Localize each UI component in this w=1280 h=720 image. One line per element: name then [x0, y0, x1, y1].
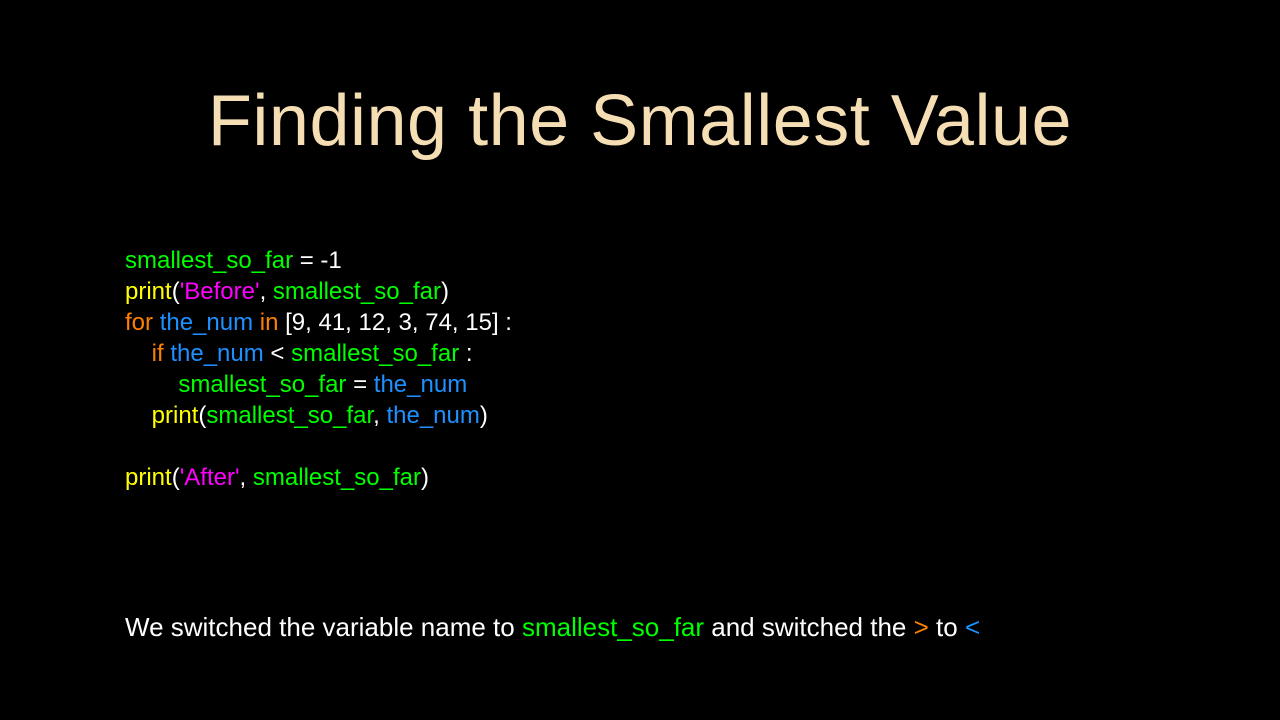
code-token: the_num [170, 340, 263, 367]
code-token [125, 340, 152, 367]
code-token: ( [172, 464, 180, 491]
code-token: ) [441, 278, 449, 305]
caption-var: smallest_so_far [522, 612, 704, 642]
slide: Finding the Smallest Value smallest_so_f… [0, 0, 1280, 720]
code-token: ) [480, 402, 488, 429]
code-line-7: print('After', smallest_so_far) [125, 464, 429, 491]
code-token [253, 309, 260, 336]
code-token: , [260, 278, 273, 305]
code-token: smallest_so_far [253, 464, 421, 491]
caption-text: and switched the [704, 612, 914, 642]
caption-text: We switched the variable name to [125, 612, 522, 642]
code-token: smallest_so_far [206, 402, 373, 429]
code-token [153, 309, 160, 336]
code-token: ) [421, 464, 429, 491]
code-token: print [125, 464, 172, 491]
caption-text: to [929, 612, 965, 642]
code-token: , [240, 464, 253, 491]
slide-title: Finding the Smallest Value [0, 80, 1280, 162]
code-token: < [264, 340, 291, 367]
code-token: print [152, 402, 199, 429]
code-token: in [260, 309, 279, 336]
code-token: smallest_so_far [273, 278, 441, 305]
code-token: [9, 41, 12, 3, 74, 15] [285, 309, 499, 336]
code-token: the_num [160, 309, 253, 336]
code-line-2: print('Before', smallest_so_far) [125, 278, 449, 305]
code-token: print [125, 278, 172, 305]
code-line-5: smallest_so_far = the_num [125, 371, 467, 398]
code-token: 'Before' [180, 278, 260, 305]
code-token: : [459, 340, 472, 367]
caption-gt: > [914, 612, 929, 642]
code-token [125, 402, 152, 429]
code-token: smallest_so_far [178, 371, 346, 398]
code-line-6: print(smallest_so_far, the_num) [125, 402, 488, 429]
code-token: if [152, 340, 164, 367]
code-token [125, 371, 178, 398]
caption-lt: < [965, 612, 980, 642]
code-block: smallest_so_far = -1 print('Before', sma… [125, 245, 512, 493]
code-token: 'After' [180, 464, 240, 491]
code-token: ( [172, 278, 180, 305]
code-line-1: smallest_so_far = -1 [125, 247, 342, 274]
code-token: for [125, 309, 153, 336]
code-token: , [373, 402, 386, 429]
code-token: = -1 [293, 247, 342, 274]
code-token: the_num [374, 371, 467, 398]
code-line-3: for the_num in [9, 41, 12, 3, 74, 15] : [125, 309, 512, 336]
code-line-4: if the_num < smallest_so_far : [125, 340, 473, 367]
code-token: the_num [386, 402, 479, 429]
code-token: smallest_so_far [125, 247, 293, 274]
code-token: : [499, 309, 512, 336]
caption: We switched the variable name to smalles… [125, 610, 1165, 644]
code-token: smallest_so_far [291, 340, 459, 367]
code-token: = [346, 371, 373, 398]
